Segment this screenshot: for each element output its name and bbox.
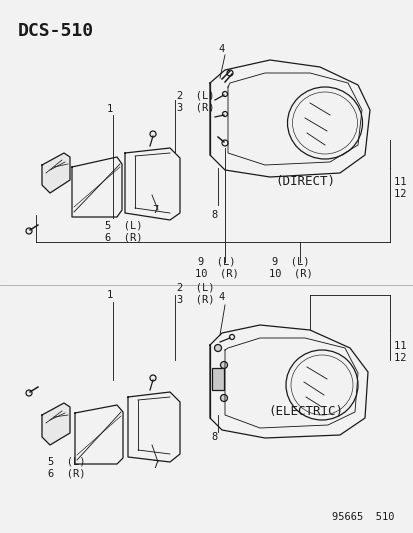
- Text: 3  (R): 3 (R): [177, 294, 214, 304]
- Text: 8: 8: [211, 210, 218, 220]
- Circle shape: [220, 394, 227, 401]
- Bar: [211, 368, 223, 390]
- Text: 6  (R): 6 (R): [48, 469, 85, 479]
- Text: 10  (R): 10 (R): [195, 269, 238, 279]
- Circle shape: [220, 361, 227, 368]
- Text: 5  (L): 5 (L): [105, 220, 142, 230]
- Text: 3  (R): 3 (R): [177, 102, 214, 112]
- Text: 4: 4: [218, 292, 225, 302]
- Text: 11  (L): 11 (L): [393, 177, 413, 187]
- Text: 7: 7: [152, 205, 158, 215]
- Text: DCS-510: DCS-510: [18, 22, 94, 40]
- Text: 7: 7: [152, 460, 158, 470]
- Text: 5  (L): 5 (L): [48, 457, 85, 467]
- Polygon shape: [42, 153, 70, 193]
- Text: 1: 1: [107, 104, 113, 114]
- Text: 2  (L): 2 (L): [177, 282, 214, 292]
- Text: 12  (R): 12 (R): [393, 189, 413, 199]
- Text: 4: 4: [218, 44, 225, 54]
- Text: 2  (L): 2 (L): [177, 90, 214, 100]
- Text: 6  (R): 6 (R): [105, 232, 142, 242]
- Text: (ELECTRIC): (ELECTRIC): [267, 405, 342, 418]
- Circle shape: [214, 344, 221, 351]
- Text: 9  (L): 9 (L): [197, 257, 235, 267]
- Text: 12  (R): 12 (R): [393, 352, 413, 362]
- Text: 95665  510: 95665 510: [332, 512, 394, 522]
- Text: 8: 8: [211, 432, 218, 442]
- Text: 1: 1: [107, 290, 113, 300]
- Text: 9  (L): 9 (L): [271, 257, 309, 267]
- Text: 11  (L): 11 (L): [393, 340, 413, 350]
- Circle shape: [214, 378, 221, 385]
- Text: 10  (R): 10 (R): [268, 269, 312, 279]
- Polygon shape: [42, 403, 70, 445]
- Text: (DIRECT): (DIRECT): [274, 175, 334, 188]
